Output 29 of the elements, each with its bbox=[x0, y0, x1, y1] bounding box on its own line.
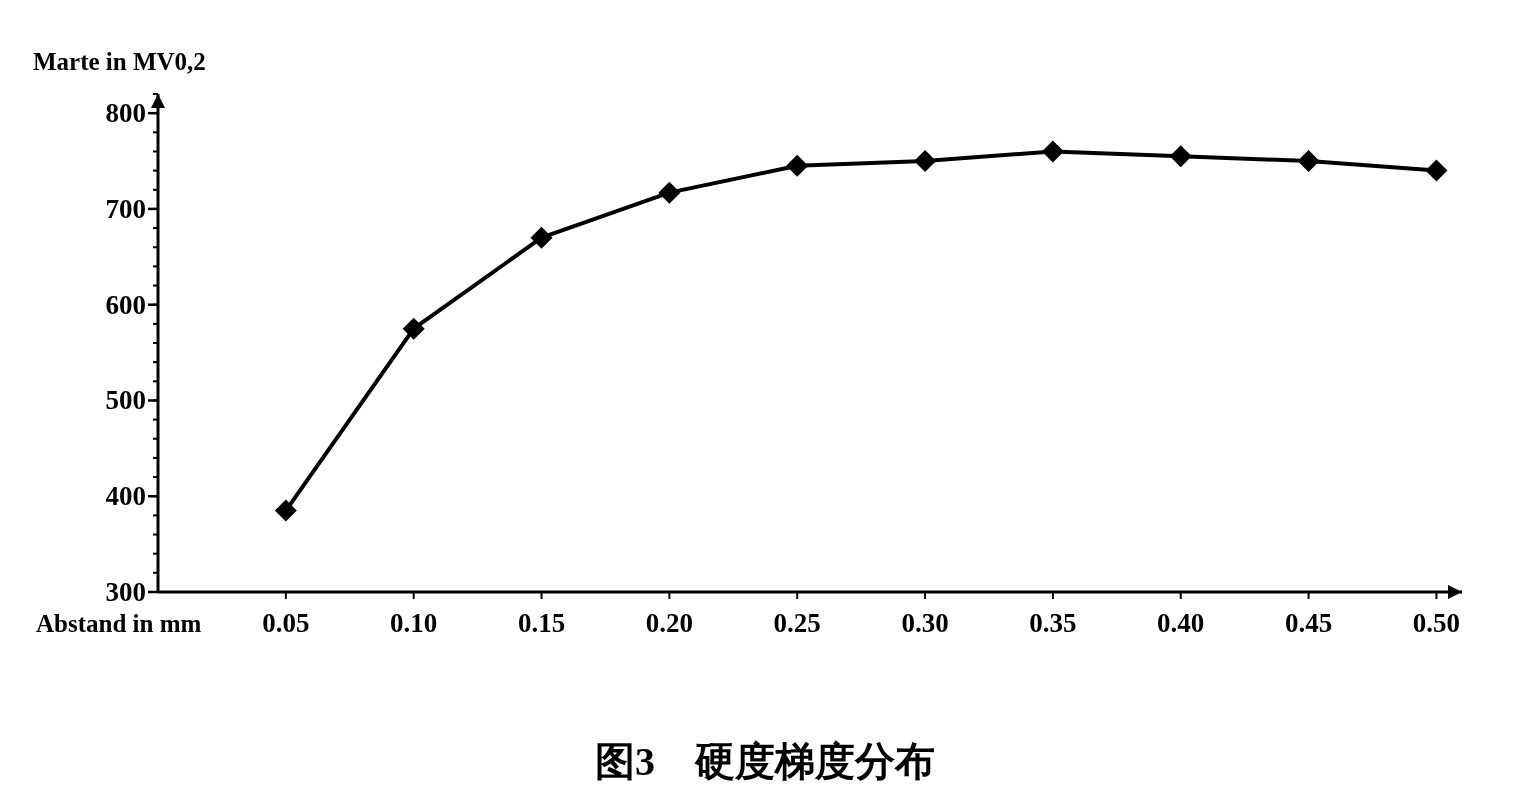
x-axis-title: Abstand in mm bbox=[36, 610, 202, 637]
point bbox=[1297, 150, 1320, 173]
y-tick-label: 500 bbox=[105, 385, 146, 416]
point bbox=[914, 150, 937, 173]
x-tick-label: 0.35 bbox=[1029, 608, 1077, 638]
x-tick-label: 0.30 bbox=[901, 608, 949, 638]
point bbox=[786, 154, 809, 177]
point bbox=[1169, 145, 1192, 168]
x-tick-label: 0.15 bbox=[517, 608, 566, 638]
x-tick-label: 0.05 bbox=[262, 608, 310, 638]
x-tick-label: 0.40 bbox=[1157, 608, 1205, 638]
x-tick-label: 0.45 bbox=[1284, 608, 1333, 638]
point bbox=[1041, 140, 1064, 163]
point bbox=[402, 317, 425, 340]
x-tick-label: 0.25 bbox=[773, 608, 821, 638]
y-tick-label: 400 bbox=[105, 481, 146, 512]
y-tick-label: 700 bbox=[105, 193, 146, 224]
point bbox=[1425, 159, 1448, 182]
y-tick-label: 300 bbox=[105, 577, 146, 607]
y-tick-label: 800 bbox=[105, 98, 146, 129]
point bbox=[530, 226, 553, 249]
x-tick-label: 0.50 bbox=[1412, 608, 1461, 638]
y-axis-title: Marte in MV0,2 bbox=[33, 48, 206, 75]
point bbox=[658, 181, 681, 204]
text: 图3 硬度梯度分布 bbox=[595, 739, 935, 784]
x-tick-label: 0.10 bbox=[390, 608, 438, 638]
point bbox=[274, 499, 297, 522]
y-tick-label: 600 bbox=[105, 289, 146, 320]
x-tick-label: 0.20 bbox=[645, 608, 693, 638]
